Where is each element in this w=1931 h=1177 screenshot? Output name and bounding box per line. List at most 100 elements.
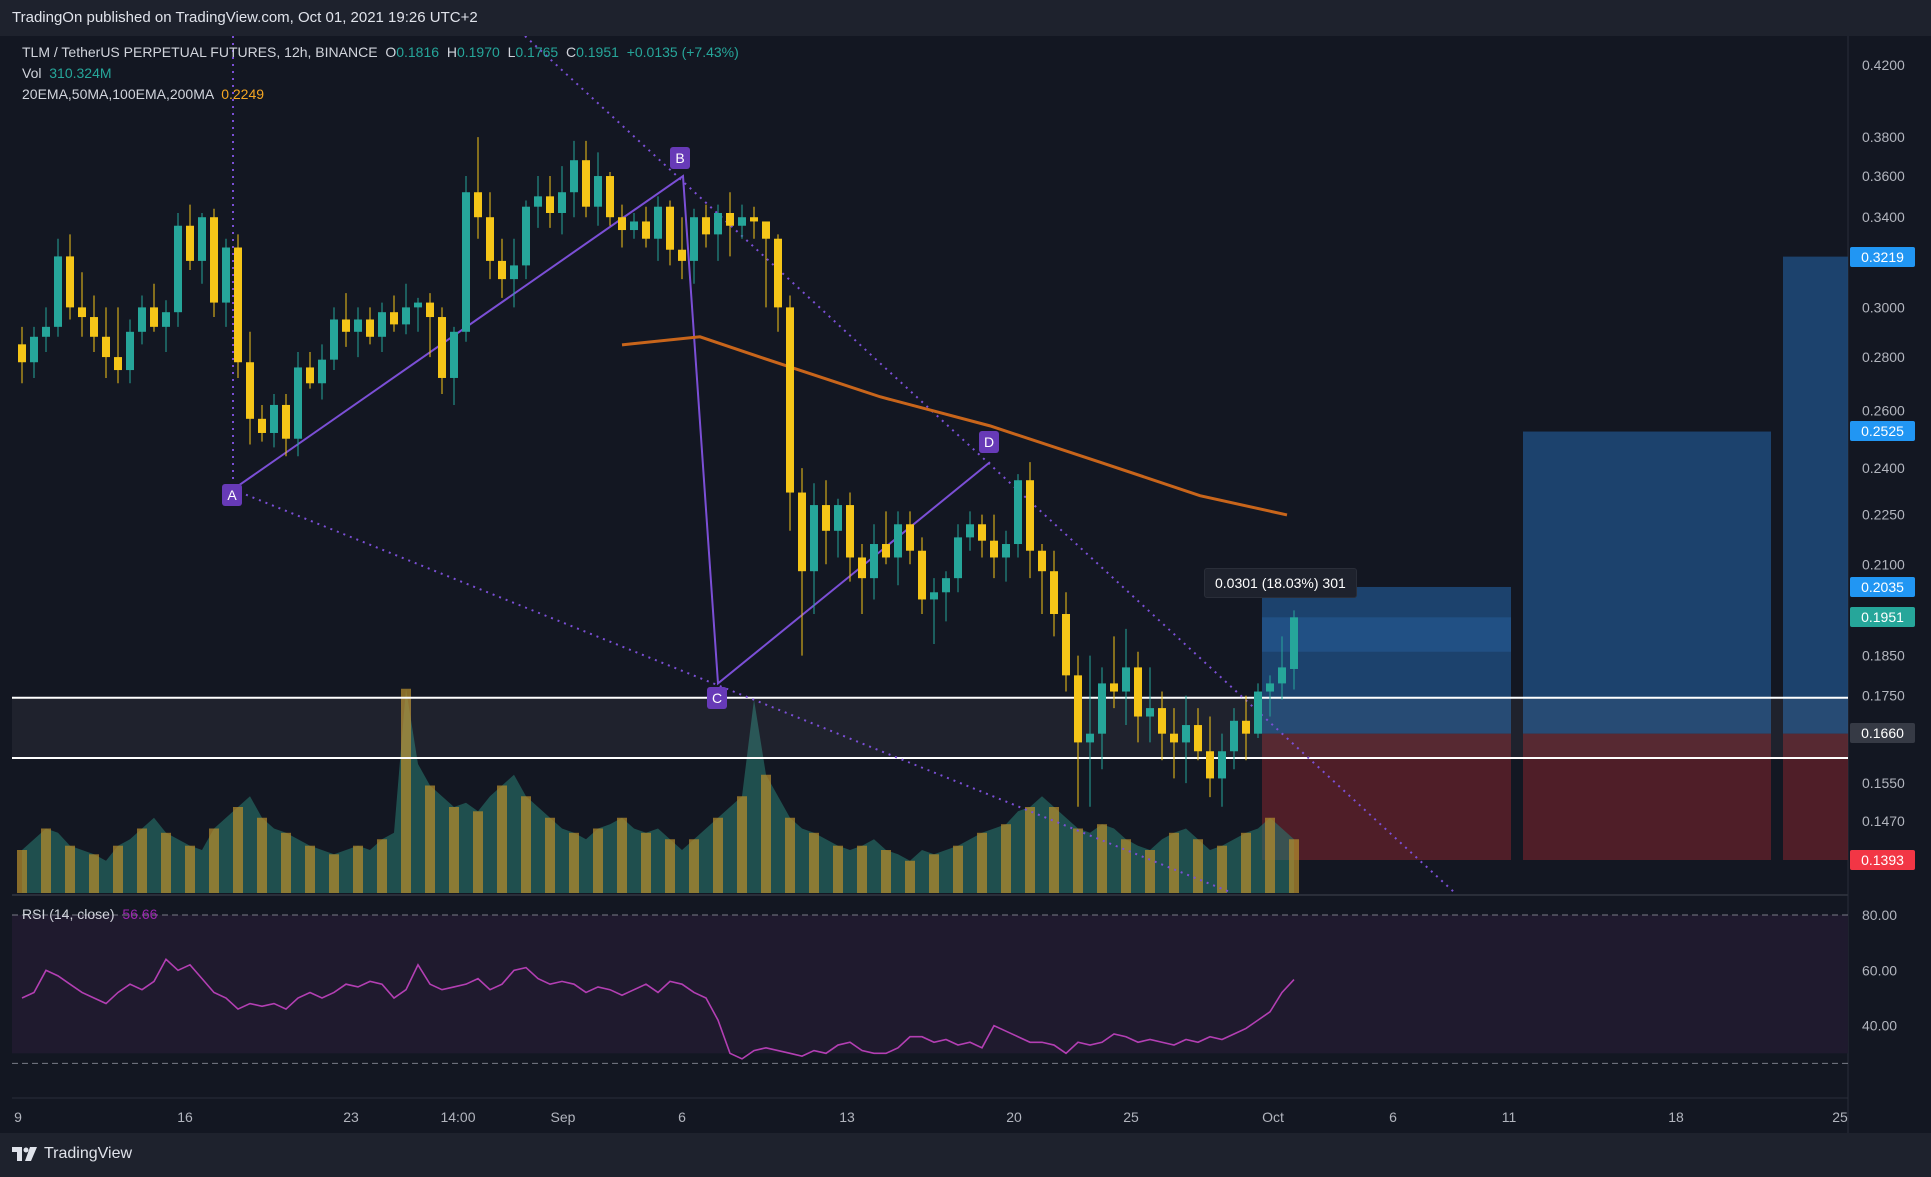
candle-body	[294, 367, 302, 439]
candle-body	[474, 192, 482, 218]
volume-bar	[1097, 824, 1107, 893]
price-tick: 0.3000	[1862, 299, 1905, 315]
chart-canvas[interactable]: 0.4200 0.3800 0.3600 0.3400 0.3000 0.2800 0.26…	[0, 36, 1931, 1133]
close-label: C	[565, 44, 577, 60]
candle-body	[210, 217, 218, 303]
measure-tooltip: 0.0301 (18.03%) 301	[1204, 568, 1357, 598]
candle-body	[822, 505, 830, 531]
price-label-target-3: 0.3219	[1850, 247, 1915, 267]
volume-area	[22, 688, 1294, 893]
volume-bar	[1241, 832, 1251, 893]
pattern-point-b[interactable]: B	[670, 147, 690, 169]
candle-body	[282, 404, 290, 439]
volume-bar	[713, 817, 723, 893]
low-label: L	[507, 44, 516, 60]
volume-bar	[1073, 828, 1083, 893]
candle-body	[354, 319, 362, 332]
candle-body	[1014, 480, 1022, 545]
candle-body	[126, 331, 134, 371]
pattern-point-c[interactable]: C	[707, 687, 727, 709]
candle-body	[1206, 751, 1214, 779]
volume-bar	[209, 828, 219, 893]
price-tick: 0.1550	[1862, 775, 1905, 791]
close-value: 0.1951	[576, 44, 619, 60]
candle-body	[66, 256, 74, 308]
time-tick: Sep	[551, 1109, 576, 1125]
candle-body	[186, 225, 194, 261]
volume-bar	[1169, 832, 1179, 893]
candle-body	[618, 217, 626, 231]
candle-body	[714, 212, 722, 235]
volume-bar	[785, 817, 795, 893]
rsi-value: 56.66	[122, 906, 158, 922]
candle-body	[966, 524, 974, 538]
candle-body	[750, 217, 758, 222]
candle-body	[1254, 691, 1262, 734]
candle-body	[894, 524, 902, 558]
lower-trendline	[232, 488, 1231, 893]
candle-body	[42, 326, 50, 337]
candle-body	[906, 524, 914, 551]
time-tick: 20	[1006, 1109, 1022, 1125]
stop-zone-3	[1783, 733, 1848, 860]
volume-bar	[665, 839, 675, 893]
candle-body	[270, 404, 278, 433]
time-tick: 14:00	[440, 1109, 475, 1125]
candle-body	[702, 217, 710, 235]
volume-bar	[473, 811, 483, 893]
candle-body	[402, 307, 410, 325]
candle-body	[534, 196, 542, 207]
time-tick: 6	[1389, 1109, 1397, 1125]
pattern-point-a[interactable]: A	[222, 484, 242, 506]
candle-body	[558, 192, 566, 213]
candle-body	[870, 544, 878, 579]
candle-body	[114, 357, 122, 371]
brand-name: TradingView	[44, 1145, 133, 1162]
time-tick: 18	[1668, 1109, 1684, 1125]
candle-body	[138, 307, 146, 332]
candle-body	[858, 557, 866, 579]
volume-bar	[977, 832, 987, 893]
candle-body	[1194, 725, 1202, 752]
volume-bar	[881, 850, 891, 893]
volume-bar	[1145, 850, 1155, 893]
candle-body	[678, 249, 686, 261]
candle-body	[726, 212, 734, 226]
candle-body	[150, 307, 158, 327]
candle-body	[486, 217, 494, 261]
stop-zone-1	[1262, 733, 1511, 860]
volume-bar	[401, 688, 411, 893]
volume-bar	[233, 807, 243, 893]
candle-body	[1050, 571, 1058, 615]
candle-body	[882, 544, 890, 558]
change-value: +0.0135 (+7.43%)	[626, 44, 739, 60]
candle-body	[738, 217, 746, 226]
time-tick: 16	[177, 1109, 193, 1125]
candle-body	[990, 540, 998, 558]
candle-body	[90, 317, 98, 337]
volume-bar	[329, 854, 339, 893]
volume-bar	[89, 854, 99, 893]
volume-bar	[281, 832, 291, 893]
vol-label: Vol	[22, 65, 42, 81]
tradingview-logo[interactable]: TradingView	[12, 1145, 132, 1163]
candle-body	[318, 359, 326, 384]
volume-bar	[545, 817, 555, 893]
volume-bar	[1193, 839, 1203, 893]
volume-bar	[569, 832, 579, 893]
low-value: 0.1765	[515, 44, 559, 60]
candle-body	[1266, 683, 1274, 692]
candle-body	[330, 319, 338, 360]
ema-200-line	[621, 335, 1288, 517]
pattern-point-d[interactable]: D	[979, 431, 999, 453]
candle-body	[366, 319, 374, 337]
time-tick: 6	[678, 1109, 686, 1125]
open-value: 0.1816	[396, 44, 440, 60]
rsi-tick: 60.00	[1862, 962, 1897, 978]
candle-body	[426, 302, 434, 318]
candle-body	[18, 344, 26, 363]
candle-body	[1110, 683, 1118, 692]
candle-body	[450, 331, 458, 378]
candle-body	[1290, 617, 1298, 669]
candle-body	[594, 176, 602, 207]
